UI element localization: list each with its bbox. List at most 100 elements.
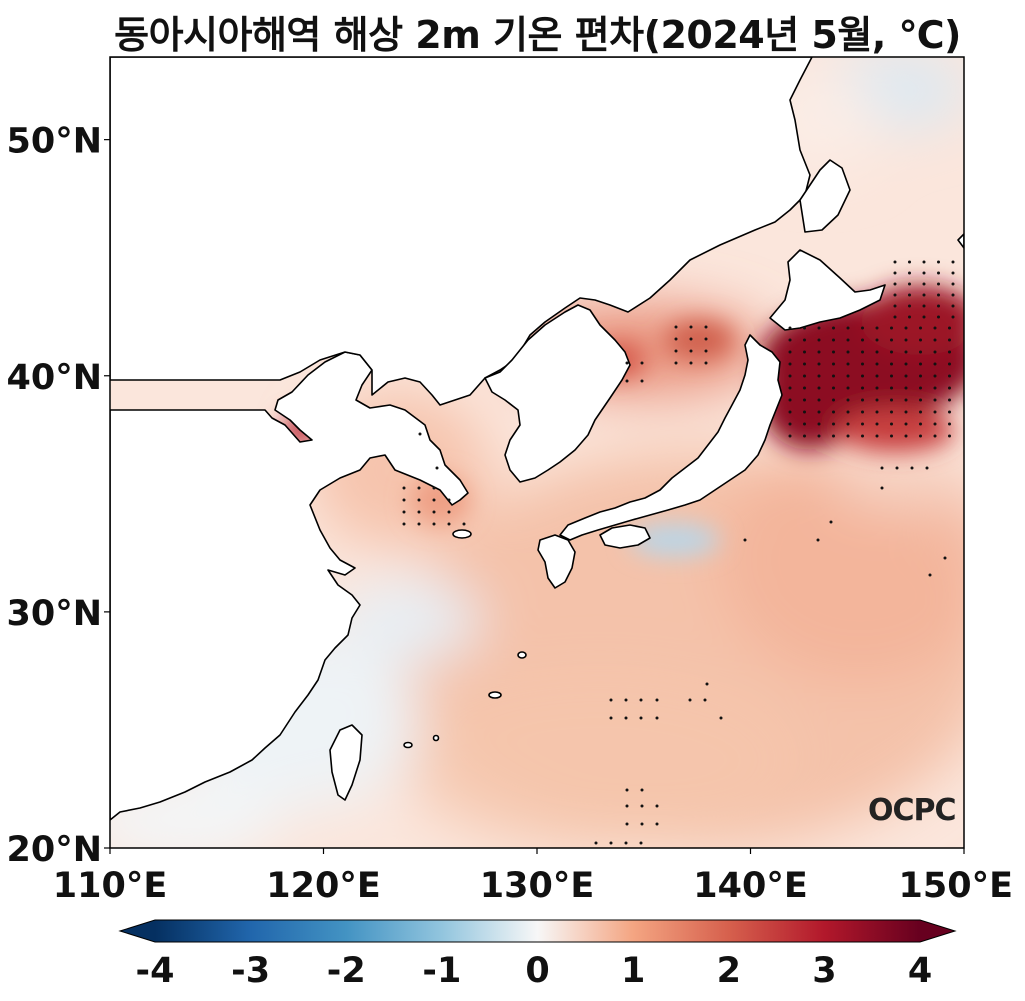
x-tick-label: 110°E — [53, 866, 167, 906]
stipple-dot — [933, 374, 937, 378]
stipple-dot — [933, 338, 937, 342]
x-tick-label: 140°E — [693, 866, 807, 906]
stipple-dot — [904, 338, 908, 342]
stipple-dot — [832, 398, 835, 402]
stipple-dot — [689, 349, 693, 353]
stipple-dot — [933, 362, 937, 366]
stipple-dot — [880, 486, 884, 490]
stipple-dot — [904, 434, 908, 438]
stipple-dot — [861, 422, 864, 426]
colorbar-tick-label: 1 — [621, 951, 645, 991]
stipple-dot — [861, 374, 864, 378]
anomaly-field — [110, 57, 964, 848]
stipple-dot — [893, 260, 897, 264]
stipple-dot — [846, 362, 850, 366]
stipple-dot — [925, 466, 929, 470]
x-axis: 110°E 120°E 130°E 140°E 150°E — [53, 848, 1013, 906]
stipple-dot — [875, 350, 879, 354]
stipple-dot — [895, 466, 899, 470]
stipple-dot — [703, 698, 707, 702]
stipple-dot — [890, 410, 893, 414]
stipple-dot — [417, 510, 421, 514]
stipple-dot — [846, 326, 850, 330]
stipple-dot — [625, 361, 629, 365]
stipple-dot — [948, 398, 951, 402]
stipple-dot — [933, 434, 937, 438]
stipple-dot — [639, 698, 643, 702]
stipple-dot — [832, 422, 835, 426]
stipple-dot — [875, 374, 879, 378]
stipple-dot — [890, 362, 893, 366]
stipple-dot — [609, 841, 613, 845]
stipple-dot — [943, 556, 947, 560]
stipple-dot — [624, 716, 628, 720]
stipple-dot — [432, 486, 436, 490]
stipple-dot — [893, 315, 897, 319]
stipple-dot — [640, 822, 644, 826]
stipple-dot — [832, 374, 835, 378]
stipple-dot — [904, 410, 908, 414]
stipple-dot — [846, 434, 850, 438]
stipple-dot — [933, 410, 937, 414]
stipple-dot — [803, 386, 806, 390]
stipple-dot — [704, 349, 708, 353]
stipple-dot — [674, 349, 678, 353]
coastline — [110, 57, 964, 821]
stipple-dot — [904, 374, 908, 378]
stipple-dot — [594, 841, 598, 845]
colorbar-tick-label: 3 — [812, 951, 836, 991]
stipple-dot — [875, 422, 879, 426]
stipple-dot — [890, 326, 893, 330]
stipple-dot — [817, 398, 821, 402]
stipple-dot — [817, 338, 821, 342]
stipple-dot — [948, 434, 951, 438]
stipple-dot — [908, 271, 911, 275]
stipple-dot — [937, 282, 940, 286]
x-tick-label: 130°E — [480, 866, 594, 906]
stipple-dot — [719, 716, 723, 720]
stipple-dot — [640, 804, 644, 808]
stipple-dot — [817, 362, 821, 366]
stipple-dot — [951, 315, 955, 319]
stipple-dot — [933, 398, 937, 402]
stipple-dot — [674, 361, 678, 365]
stipple-dot — [704, 361, 708, 365]
stipple-dot — [919, 338, 922, 342]
stipple-dot — [937, 260, 940, 264]
stipple-dot — [922, 282, 926, 286]
stipple-dot — [904, 386, 908, 390]
stipple-dot — [803, 374, 806, 378]
stipple-dot — [861, 338, 864, 342]
stipple-dot — [890, 422, 893, 426]
stipple-dot — [846, 410, 850, 414]
significance-stippling — [402, 260, 955, 845]
stipple-dot — [640, 379, 644, 383]
stipple-dot — [890, 374, 893, 378]
stipple-dot — [743, 538, 747, 542]
stipple-dot — [861, 326, 864, 330]
colorbar-extend-high — [920, 920, 955, 942]
stipple-dot — [704, 337, 708, 341]
stipple-dot — [919, 374, 922, 378]
stipple-dot — [951, 282, 955, 286]
stipple-dot — [655, 822, 659, 826]
stipple-dot — [447, 522, 451, 526]
stipple-dot — [875, 362, 879, 366]
y-tick-label: 50°N — [7, 122, 103, 162]
stipple-dot — [624, 841, 628, 845]
stipple-dot — [655, 804, 659, 808]
stipple-dot — [803, 350, 806, 354]
stipple-dot — [803, 434, 806, 438]
stipple-dot — [788, 398, 792, 402]
stipple-dot — [846, 374, 850, 378]
stipple-dot — [861, 398, 864, 402]
stipple-dot — [908, 315, 911, 319]
stipple-dot — [402, 498, 406, 502]
stipple-dot — [861, 410, 864, 414]
stipple-dot — [919, 350, 922, 354]
stipple-dot — [928, 573, 932, 577]
stipple-dot — [861, 362, 864, 366]
stipple-dot — [890, 386, 893, 390]
stipple-dot — [803, 326, 806, 330]
stipple-dot — [919, 398, 922, 402]
